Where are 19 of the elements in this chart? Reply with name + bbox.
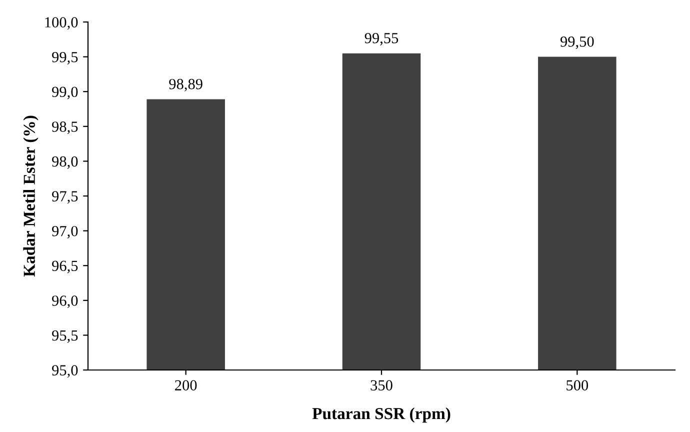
y-tick-label: 99,0 <box>52 86 78 100</box>
x-tick-label: 500 <box>566 380 588 390</box>
y-tick-label: 95,5 <box>52 330 78 343</box>
y-tick-label: 100,0 <box>45 17 78 30</box>
x-tick-label: 350 <box>370 380 392 390</box>
y-tick-label: 99,5 <box>52 52 78 64</box>
x-tick-label: 200 <box>175 380 197 390</box>
y-tick-label: 98,5 <box>52 122 78 134</box>
y-tick-label: 97,0 <box>52 226 78 238</box>
data-label: 99,55 <box>364 33 398 46</box>
data-label: 99,50 <box>560 36 594 49</box>
y-axis-title: Kadar Metil Ester (%) <box>23 116 38 277</box>
y-tick-label: 97,5 <box>52 191 78 204</box>
y-tick-label: 96,0 <box>52 296 78 308</box>
y-tick-label: 98,0 <box>52 156 78 169</box>
y-tick-label: 95,0 <box>52 365 78 378</box>
x-axis-title: Putaran SSR (rpm) <box>312 407 450 423</box>
data-label: 98,89 <box>169 78 202 92</box>
y-tick-label: 96,5 <box>52 260 78 274</box>
